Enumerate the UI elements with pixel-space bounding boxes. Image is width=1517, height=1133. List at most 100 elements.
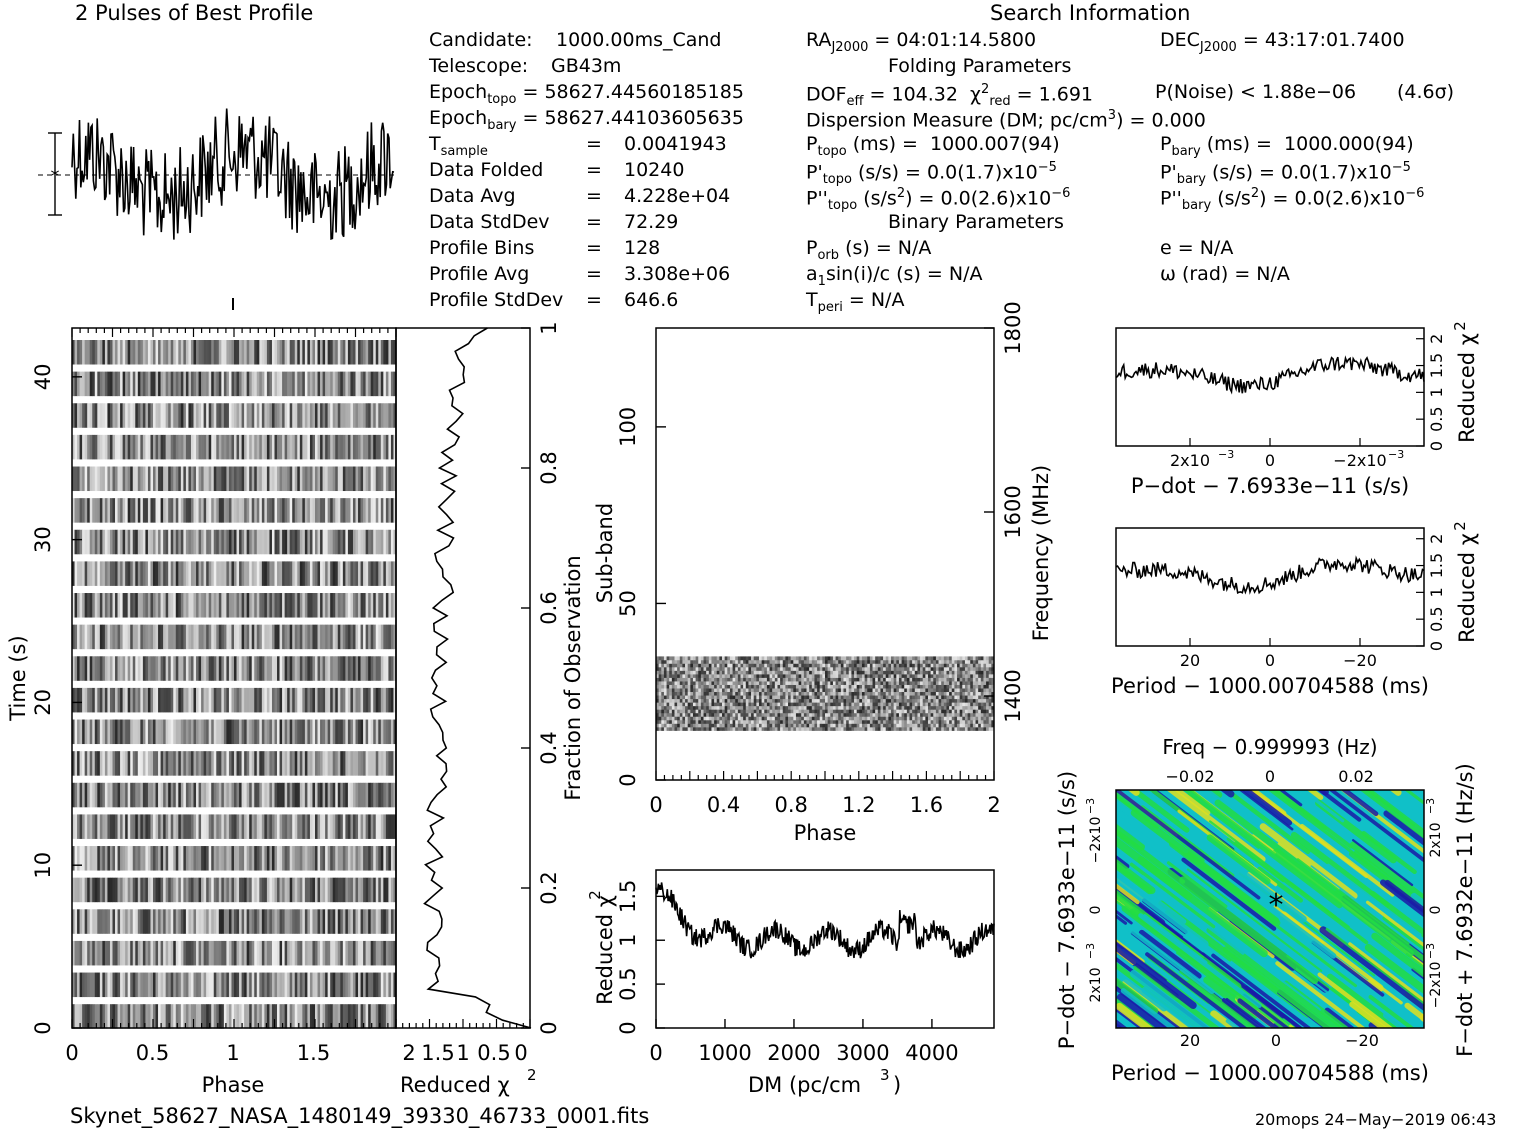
timephase-cell xyxy=(92,909,96,934)
subband-cell xyxy=(661,719,665,724)
timephase-cell xyxy=(72,498,75,523)
subband-cell xyxy=(753,712,757,717)
subband-cell xyxy=(817,709,821,714)
subband-cell xyxy=(957,705,960,710)
data-avg-value: 4.228e+04 xyxy=(624,185,731,207)
subband-cell xyxy=(935,695,939,700)
subband-cell xyxy=(656,719,659,724)
timephase-cell xyxy=(173,1004,177,1029)
subband-cell xyxy=(803,688,807,693)
subband-cell xyxy=(975,677,979,682)
timephase-cell xyxy=(160,529,164,555)
subband-cell xyxy=(938,684,942,689)
timephase-cell xyxy=(147,814,151,839)
subband-cell xyxy=(674,691,678,696)
subband-cell xyxy=(795,702,799,707)
subband-cell xyxy=(917,677,921,682)
timephase-cell xyxy=(390,561,394,586)
timephase-cell xyxy=(97,593,101,618)
timephase-cell xyxy=(155,1004,159,1029)
timephase-cell xyxy=(297,466,301,492)
timephase-cell xyxy=(368,434,371,460)
timephase-cell xyxy=(115,434,118,460)
subband-cell xyxy=(914,727,918,731)
subband-cell xyxy=(682,691,686,696)
subband-cell xyxy=(891,709,894,714)
subband-cell xyxy=(817,681,821,685)
subband-cell xyxy=(859,705,863,710)
subband-cell xyxy=(943,702,947,707)
timephase-cell xyxy=(274,466,278,492)
subband-cell xyxy=(827,723,831,728)
subband-cell xyxy=(724,716,728,721)
timephase-cell xyxy=(213,561,217,586)
subband-cell xyxy=(735,688,739,693)
subband-cell xyxy=(674,719,678,724)
timephase-cell xyxy=(183,846,187,871)
timephase-cell xyxy=(251,877,255,903)
subband-cell xyxy=(782,716,786,721)
timephase-cell xyxy=(388,719,392,745)
timephase-cell xyxy=(355,434,359,460)
timephase-cell xyxy=(335,909,339,934)
timephase-cell xyxy=(173,972,177,998)
subband-cell xyxy=(933,684,937,689)
timephase-cell xyxy=(380,340,384,365)
subband-cell xyxy=(825,677,828,682)
timephase-cell xyxy=(77,972,80,998)
timephase-cell xyxy=(251,656,255,681)
timephase-cell xyxy=(82,909,85,934)
subband-cell xyxy=(864,691,868,696)
timephase-cell xyxy=(256,1004,260,1029)
timephase-cell xyxy=(72,814,75,839)
subband-cell xyxy=(724,691,728,696)
subband-cell xyxy=(912,723,916,728)
timephase-cell xyxy=(145,624,149,650)
subband-cell xyxy=(803,681,807,685)
timephase-cell xyxy=(337,846,341,871)
subband-cell xyxy=(880,723,884,728)
timephase-cell xyxy=(355,972,359,998)
subband-cell xyxy=(682,705,686,710)
timephase-cell xyxy=(249,593,253,618)
subband-cell xyxy=(901,712,905,717)
subband-cell xyxy=(933,698,937,703)
timephase-cell xyxy=(279,1004,283,1029)
timephase-cell xyxy=(188,846,192,871)
subband-cell xyxy=(809,691,813,696)
timephase-cell xyxy=(142,814,146,839)
timephase-cell xyxy=(347,434,351,460)
timephase-cell xyxy=(109,371,113,397)
subband-cell xyxy=(782,719,786,724)
timephase-cell xyxy=(256,877,260,903)
timephase-cell xyxy=(292,561,296,586)
subband-cell xyxy=(875,705,879,710)
subband-cell xyxy=(682,723,686,728)
subband-cell xyxy=(978,723,982,728)
timephase-cell xyxy=(135,877,139,903)
subband-cell xyxy=(803,716,807,721)
timephase-cell xyxy=(337,529,341,555)
subband-cell xyxy=(975,727,979,731)
timephase-cell xyxy=(115,593,118,618)
subband-cell xyxy=(669,674,673,678)
subband-cell xyxy=(891,723,894,728)
subband-cell xyxy=(769,677,773,682)
timephase-cell xyxy=(115,782,118,808)
timephase-cell xyxy=(218,466,222,492)
timephase-cell xyxy=(375,624,379,650)
timephase-cell xyxy=(198,687,202,713)
timephase-cell xyxy=(383,434,387,460)
timephase-cell xyxy=(228,656,232,681)
timephase-cell xyxy=(203,719,207,745)
timephase-cell xyxy=(315,909,318,934)
timephase-cell xyxy=(383,877,387,903)
timephase-cell xyxy=(122,498,126,523)
timephase-cell xyxy=(259,340,263,365)
timephase-cell xyxy=(160,687,164,713)
timephase-cell xyxy=(385,624,389,650)
subband-cell xyxy=(748,719,752,724)
timephase-cell xyxy=(130,656,134,681)
timephase-cell xyxy=(140,340,144,365)
subband-cell xyxy=(957,723,960,728)
